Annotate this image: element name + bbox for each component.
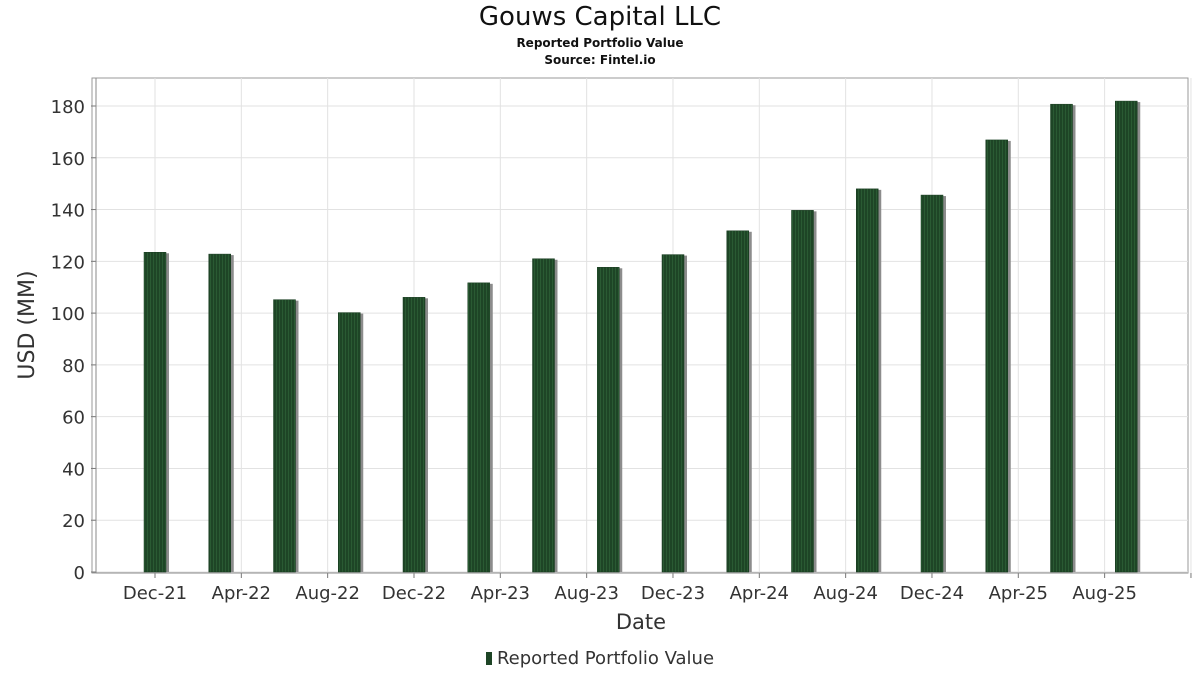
bar: [1050, 103, 1073, 573]
y-tick-label: 20: [62, 511, 85, 532]
x-tick-label: Aug-22: [295, 583, 360, 604]
chart-title: Gouws Capital LLC: [478, 2, 722, 32]
bar: [661, 254, 685, 573]
chart-source: Source: Fintel.io: [544, 53, 656, 67]
y-tick-label: 120: [51, 252, 85, 273]
x-tick-label: Aug-25: [1072, 583, 1137, 604]
x-axis-label: Date: [616, 610, 666, 634]
y-tick-label: 100: [51, 304, 85, 325]
bar: [985, 139, 1008, 573]
bar: [597, 267, 620, 573]
bar: [208, 253, 231, 573]
y-tick-label: 140: [51, 201, 85, 222]
y-tick-label: 80: [62, 356, 85, 377]
y-tick-label: 60: [62, 408, 85, 429]
y-axis-ticks: 0 20 40 60 80 100 120 140 160 180: [51, 78, 97, 584]
y-tick-label: 0: [74, 563, 85, 584]
x-tick-label: Dec-24: [900, 583, 964, 604]
legend: Reported Portfolio Value: [0, 648, 1200, 669]
y-axis-label: USD (MM): [15, 270, 40, 379]
bars: [143, 100, 1141, 573]
bar: [467, 282, 490, 573]
legend-swatch: [485, 652, 492, 665]
bar: [338, 312, 361, 573]
bar: [920, 194, 944, 573]
bar: [856, 188, 879, 573]
x-axis-ticks: Dec-21 Apr-22 Aug-22 Dec-22 Apr-23 Aug-23 Dec-…: [96, 572, 1192, 604]
plot-area: [91, 77, 1189, 574]
bar: [726, 230, 749, 573]
x-tick-label: Apr-23: [471, 583, 530, 604]
y-tick-label: 160: [51, 149, 85, 170]
bar: [791, 210, 814, 573]
x-tick-label: Apr-25: [989, 583, 1048, 604]
bar: [143, 252, 167, 573]
bar: [1115, 100, 1138, 573]
x-tick-label: Aug-23: [554, 583, 619, 604]
bar: [532, 258, 555, 573]
bar: [402, 297, 426, 573]
x-tick-label: Aug-24: [813, 583, 878, 604]
x-tick-label: Apr-24: [730, 583, 789, 604]
bar: [273, 299, 296, 573]
x-tick-label: Apr-22: [212, 583, 271, 604]
y-tick-label: 180: [51, 97, 85, 118]
chart-subtitle: Reported Portfolio Value: [516, 36, 684, 50]
y-tick-label: 40: [62, 459, 85, 480]
x-tick-label: Dec-23: [641, 583, 705, 604]
x-tick-label: Dec-22: [382, 583, 446, 604]
x-tick-label: Dec-21: [123, 583, 187, 604]
legend-label: Reported Portfolio Value: [496, 648, 715, 669]
